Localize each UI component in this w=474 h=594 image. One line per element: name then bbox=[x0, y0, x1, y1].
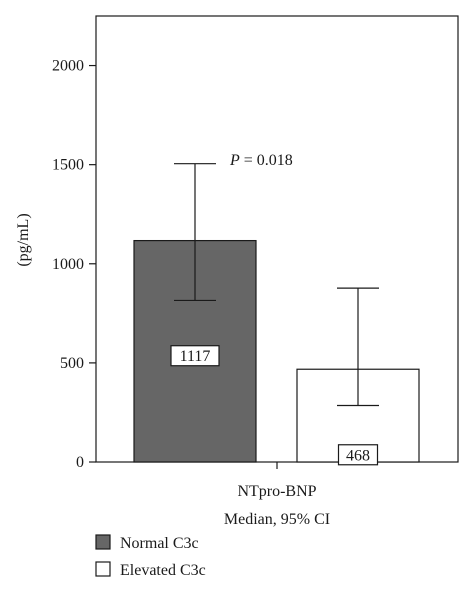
y-axis: 0 500 1000 1500 2000 bbox=[52, 58, 278, 471]
x-axis-subtitle: Median, 95% CI bbox=[224, 511, 330, 528]
x-axis-title: NTpro-BNP bbox=[237, 483, 316, 500]
value-label: 468 bbox=[346, 447, 370, 464]
value-label-box bbox=[337, 444, 379, 466]
error-bars bbox=[174, 163, 379, 407]
value-label-box bbox=[170, 345, 220, 367]
y-tick-label: 500 bbox=[60, 355, 84, 372]
value-labels: 1117 468 bbox=[170, 345, 379, 466]
value-label: 1117 bbox=[180, 348, 211, 365]
y-tick-label: 1000 bbox=[52, 256, 84, 273]
y-tick-label: 2000 bbox=[52, 58, 84, 75]
p-value-text: = 0.018 bbox=[240, 152, 293, 169]
y-tick-label: 0 bbox=[76, 454, 84, 471]
legend-swatch bbox=[95, 534, 111, 550]
legend-label: Normal C3c bbox=[120, 535, 199, 552]
y-axis-title: (pg/mL) bbox=[15, 213, 32, 266]
y-tick-label: 1500 bbox=[52, 157, 84, 174]
legend-label: Elevated C3c bbox=[120, 562, 206, 579]
p-symbol: P bbox=[229, 152, 240, 169]
p-value-annotation: P = 0.018 bbox=[229, 152, 293, 169]
legend-swatch bbox=[95, 561, 111, 577]
legend: Normal C3c Elevated C3c bbox=[95, 534, 206, 579]
